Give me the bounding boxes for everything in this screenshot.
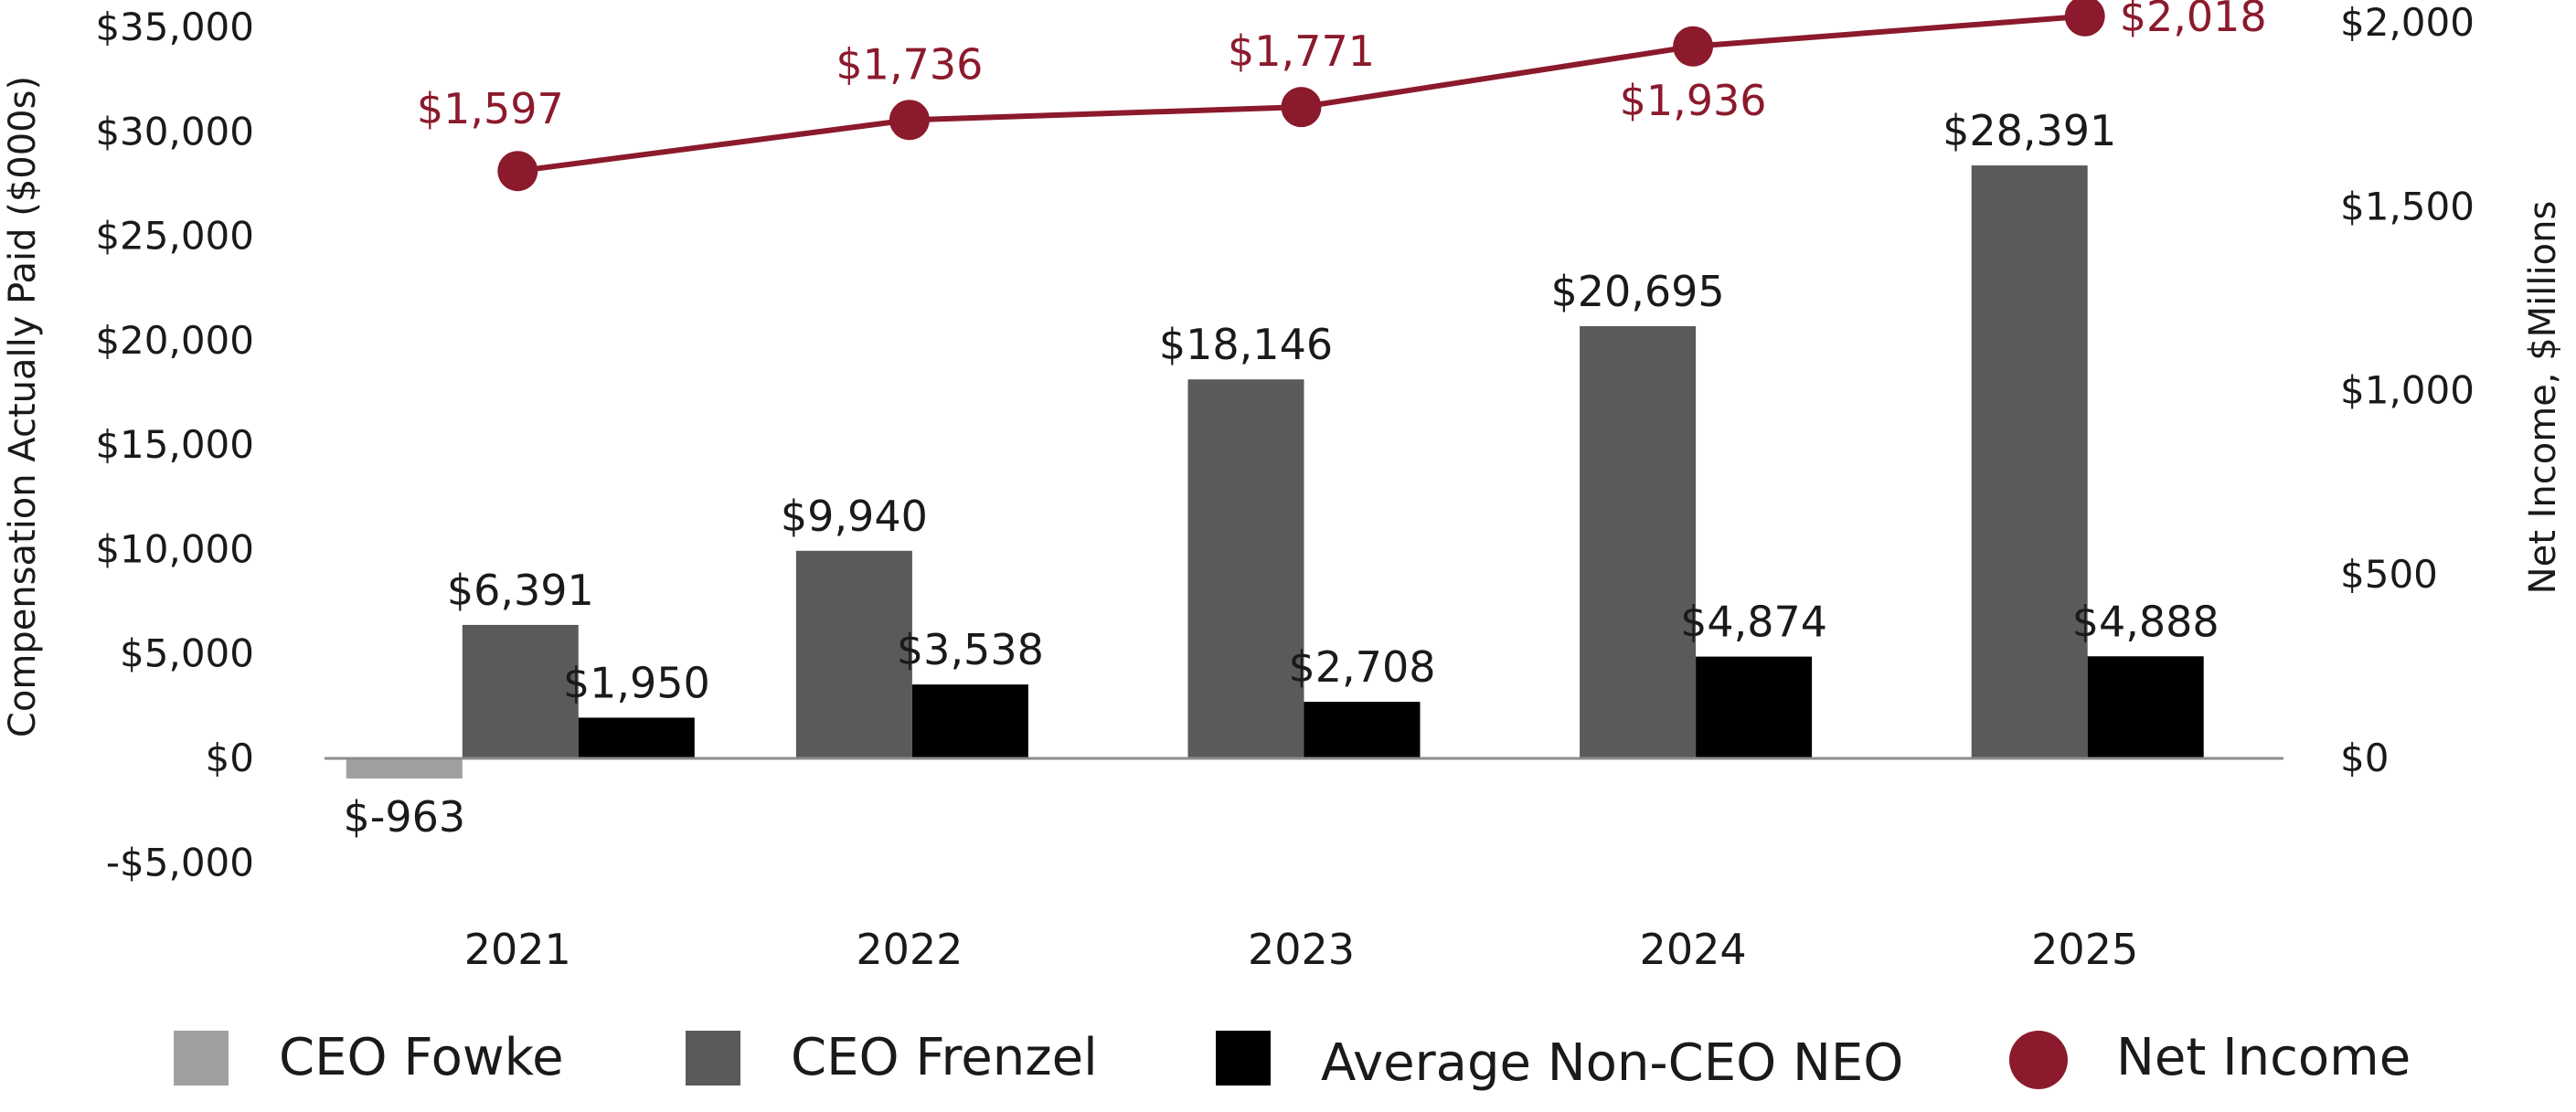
bar-value-label: $9,940 [781,492,928,541]
legend-label: CEO Fowke [279,1028,564,1087]
x-category-label: 2021 [464,925,571,974]
bar-value-label: $20,695 [1550,267,1724,316]
net-income-value-label: $1,597 [417,84,564,133]
bar-ceo-frenzel-2023 [1187,379,1304,758]
bar-value-label: $1,950 [563,658,710,707]
x-category-label: 2025 [2031,925,2138,974]
y-axis-ticks: $35,000 $30,000 $25,000 $20,000 $15,000 $10,0… [95,5,254,884]
bar-value-label: $4,874 [1680,598,1827,647]
y-tick-label: $35,000 [95,5,254,49]
bar-value-label: $28,391 [1943,106,2116,155]
y-tick-label: $10,000 [95,526,254,571]
net-income-value-label: $2,018 [2120,0,2267,41]
net-income-value-label: $1,771 [1228,26,1375,76]
bar-average-non-ceo-neo-2022 [911,684,1028,758]
x-category-label: 2022 [856,925,963,974]
bar-value-label: $3,538 [897,625,1044,674]
y2-tick-label: $2,000 [2340,0,2475,45]
bars-group [346,165,2204,779]
legend-swatch [2009,1031,2068,1089]
bar-average-non-ceo-neo-2023 [1304,702,1421,758]
net-income-point [2064,0,2105,37]
legend: CEO Fowke CEO Frenzel Average Non-CEO NEO N… [174,1028,2411,1093]
y2-tick-label: $1,500 [2340,184,2475,228]
net-income-value-label: $1,736 [836,39,983,89]
net-income-point [1281,87,1322,128]
bar-ceo-frenzel-2024 [1580,325,1697,758]
y2-axis-ticks: $2,000 $1,500 $1,000 $500 $0 [2340,0,2475,780]
bar-labels-group: $-963 $6,391 $1,950 $9,940 $3,538 $18,146 $2,7… [343,106,2219,842]
net-income-line-group: $1,597 $1,736 $1,771 $1,936 $2,018 [417,0,2267,192]
legend-swatch [174,1031,229,1086]
legend-label: CEO Frenzel [791,1028,1098,1087]
bar-average-non-ceo-neo-2024 [1696,656,1813,758]
net-income-point [497,151,538,192]
bar-average-non-ceo-neo-2021 [578,717,695,758]
y-tick-label: $5,000 [120,631,254,676]
bar-value-label: $18,146 [1159,320,1333,369]
y2-tick-label: $1,000 [2340,368,2475,413]
y-tick-label: $15,000 [95,422,254,467]
y2-axis-title: Net Income, $Millions [2522,201,2564,595]
bar-ceo-frenzel-2022 [795,550,912,758]
y-tick-label: $20,000 [95,318,254,363]
y-tick-label: -$5,000 [106,840,254,884]
legend-label: Net Income [2116,1028,2411,1087]
bar-value-label: $2,708 [1289,642,1436,692]
y-tick-label: $0 [206,736,254,780]
bar-average-non-ceo-neo-2025 [2087,656,2204,758]
y-tick-label: $25,000 [95,214,254,259]
legend-swatch [1216,1031,1271,1086]
bar-ceo-fowke-2021 [346,758,463,779]
net-income-value-label: $1,936 [1620,76,1767,125]
legend-swatch [686,1031,740,1086]
y2-tick-label: $500 [2340,552,2438,597]
net-income-point [889,100,930,141]
legend-label: Average Non-CEO NEO [1321,1033,1903,1093]
y2-tick-label: $0 [2340,736,2389,780]
bar-ceo-frenzel-2025 [1971,165,2088,758]
bar-value-label: $-963 [343,792,465,842]
bar-value-label: $4,888 [2072,597,2219,646]
bar-ceo-frenzel-2021 [462,624,579,758]
net-income-point [1673,26,1714,67]
category-labels: 2021 2022 2023 2024 2025 [464,925,2138,974]
y-axis-title: Compensation Actually Paid ($000s) [2,76,44,737]
x-category-label: 2023 [1248,925,1355,974]
y-tick-label: $30,000 [95,109,254,154]
bar-value-label: $6,391 [447,566,594,615]
x-category-label: 2024 [1640,925,1747,974]
